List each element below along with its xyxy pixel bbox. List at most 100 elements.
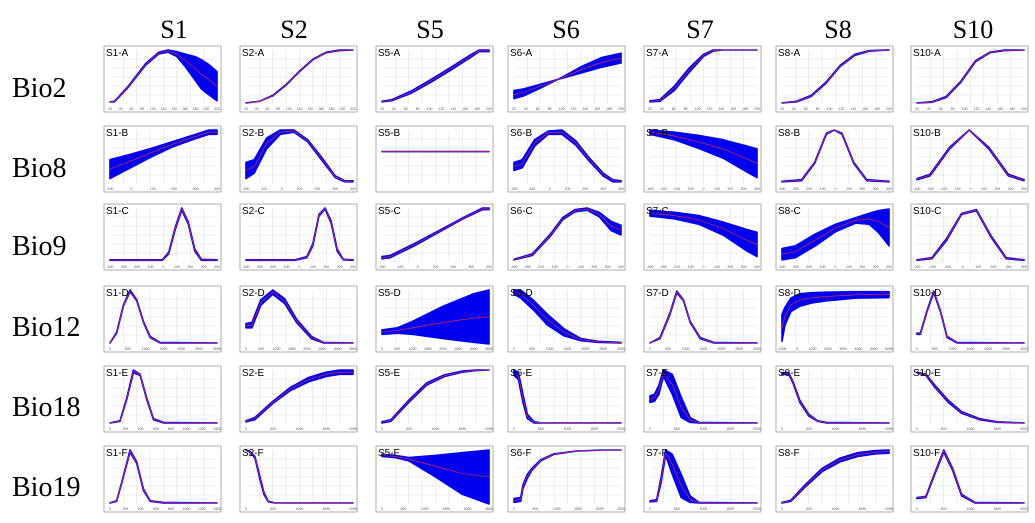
mean-response-line — [649, 372, 758, 424]
row-header-bio19: Bio19 — [12, 472, 80, 503]
x-tick-label: 120 — [707, 107, 713, 111]
panel-s8-f: 0 500 1000 1500 2000 S8-F — [775, 445, 894, 513]
x-tick-label: 2500 — [455, 347, 463, 351]
x-tick-label: 2000 — [349, 427, 357, 431]
x-tick-label: 40 — [524, 107, 528, 111]
response-band — [513, 207, 622, 261]
panel-label: S2-C — [242, 206, 265, 217]
x-tick-label: 20 — [648, 107, 652, 111]
x-tick-label: 100 — [695, 107, 701, 111]
x-tick-label: 2000 — [885, 427, 893, 431]
x-tick-label: 0 — [513, 427, 515, 431]
panel-s1-f: 0 200 400 600 800 1000 1200 1400 S1-F — [103, 445, 222, 513]
x-tick-label: 400 — [886, 187, 892, 191]
x-tick-label: -200 — [929, 265, 936, 269]
x-tick-label: 0 — [649, 347, 651, 351]
x-tick-label: 120 — [974, 107, 980, 111]
x-tick-label: -200 — [269, 265, 276, 269]
x-tick-label: 400 — [754, 187, 760, 191]
x-tick-label: 0 — [835, 265, 837, 269]
x-tick-label: 500 — [406, 427, 412, 431]
x-tick-label: 1500 — [700, 347, 708, 351]
x-tick-label: 500 — [674, 427, 680, 431]
x-tick-label: 1000 — [967, 427, 975, 431]
mean-response-line — [649, 49, 757, 102]
x-tick-label: 2000 — [349, 507, 357, 511]
x-tick-label: 0 — [299, 265, 301, 269]
x-tick-label: 1500 — [726, 427, 734, 431]
x-tick-label: -400 — [242, 265, 249, 269]
x-tick-label: 300 — [741, 187, 747, 191]
x-tick-label: 1000 — [409, 347, 417, 351]
panel-label: S10-D — [913, 288, 941, 299]
x-tick-label: 140 — [307, 107, 313, 111]
x-tick-label: 2000 — [753, 507, 761, 511]
x-tick-label: 100 — [297, 187, 303, 191]
panel-s7-b: -400 -300 -200 -100 0 100 200 300 400 S7-B — [643, 125, 762, 193]
x-tick-label: 500 — [394, 347, 400, 351]
panel-label: S8-C — [778, 206, 801, 217]
x-tick-label: 140 — [718, 107, 724, 111]
panel-s8-b: -400 -300 -200 -100 0 100 200 300 400 S8-B — [775, 125, 894, 193]
x-tick-label: 80 — [140, 107, 144, 111]
x-tick-label: 140 — [582, 107, 588, 111]
x-tick-label: 500 — [532, 507, 538, 511]
mean-response-line — [245, 291, 354, 344]
x-tick-label: 300 — [605, 265, 611, 269]
x-tick-label: 300 — [468, 265, 474, 269]
x-tick-label: 1500 — [993, 507, 1001, 511]
panel-label: S7-B — [646, 128, 669, 139]
x-tick-label: -300 — [120, 265, 127, 269]
panel-s10-a: 20 40 60 80 100 120 140 160 180 200 S10-A — [910, 45, 1029, 113]
x-tick-label: -100 — [687, 187, 694, 191]
x-tick-label: 20 — [380, 107, 384, 111]
x-tick-label: -200 — [510, 187, 517, 191]
panel-label: S5-D — [378, 288, 401, 299]
x-tick-label: 1000 — [142, 347, 150, 351]
x-tick-label: 2500 — [617, 507, 625, 511]
x-tick-label: 1000 — [564, 427, 572, 431]
x-tick-label: 100 — [150, 187, 156, 191]
x-tick-label: 1200 — [198, 507, 206, 511]
mean-response-line — [916, 129, 1025, 181]
x-tick-label: 2000 — [717, 347, 725, 351]
panel-label: S7-F — [646, 448, 668, 459]
x-tick-label: 400 — [1021, 265, 1027, 269]
panel-s1-d: 0 500 1000 1500 2000 2500 3000 S1-D — [103, 285, 222, 353]
x-tick-label: -100 — [106, 187, 113, 191]
x-tick-label: -100 — [551, 265, 558, 269]
x-tick-label: 0 — [703, 187, 705, 191]
x-tick-label: 60 — [672, 107, 676, 111]
mean-response-line — [513, 208, 622, 260]
panel-label: S10-C — [913, 206, 941, 217]
x-tick-label: -100 — [954, 187, 961, 191]
response-band — [245, 129, 354, 183]
x-tick-label: 400 — [486, 265, 492, 269]
x-tick-label: 100 — [559, 107, 565, 111]
row-headers: Bio2 Bio8 Bio9 Bio12 Bio18 Bio19 — [12, 73, 80, 503]
mean-response-line — [513, 57, 622, 95]
x-tick-label: 120 — [439, 107, 445, 111]
x-tick-label: 1000 — [183, 427, 191, 431]
mean-response-line — [916, 450, 1025, 504]
panel-label: S1-F — [106, 448, 128, 459]
x-tick-label: 1500 — [322, 507, 330, 511]
x-tick-label: 1500 — [458, 427, 466, 431]
x-tick-label: 1000 — [700, 427, 708, 431]
x-tick-label: 500 — [125, 347, 131, 351]
x-tick-label: -100 — [687, 265, 694, 269]
x-tick-label: 200 — [994, 187, 1000, 191]
panel-label: S5-C — [378, 206, 401, 217]
x-tick-label: -300 — [792, 187, 799, 191]
x-tick-label: 140 — [850, 107, 856, 111]
x-tick-label: 0 — [163, 265, 165, 269]
x-tick-label: 120 — [839, 107, 845, 111]
panel-label: S2-F — [242, 448, 264, 459]
x-tick-label: 180 — [474, 107, 480, 111]
x-tick-label: 400 — [350, 187, 356, 191]
response-band — [781, 449, 890, 504]
panel-s2-b: -200 -100 0 100 200 300 400 S2-B — [239, 125, 358, 193]
x-tick-label: 400 — [214, 187, 220, 191]
x-tick-label: 2000 — [753, 427, 761, 431]
x-tick-label: -200 — [940, 187, 947, 191]
